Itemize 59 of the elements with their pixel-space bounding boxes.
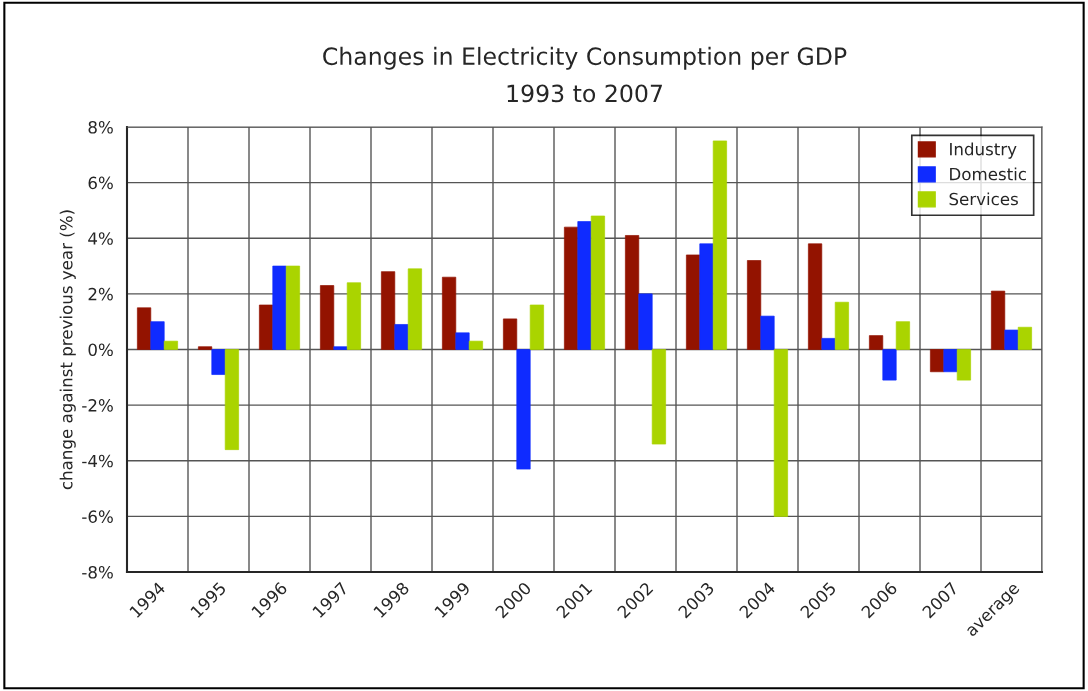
bar	[821, 338, 836, 350]
bar	[320, 285, 335, 350]
bar	[285, 265, 300, 350]
bar	[651, 349, 666, 445]
bar	[455, 332, 470, 350]
bar	[808, 243, 823, 350]
bar	[882, 349, 897, 381]
y-axis-title: change against previous year (%)	[59, 210, 76, 490]
bar	[1017, 326, 1032, 350]
bar	[150, 321, 165, 350]
bar	[834, 301, 849, 350]
bar	[991, 290, 1006, 350]
bar	[773, 349, 788, 517]
bar	[712, 140, 727, 350]
y-tick-label: 8%	[88, 120, 113, 134]
legend-label: Industry	[950, 142, 1017, 159]
legend-label: Domestic	[950, 167, 1026, 181]
bar	[259, 304, 274, 350]
bar	[272, 265, 287, 350]
bar	[590, 215, 605, 350]
bar	[686, 254, 701, 350]
y-tick-label: 0%	[88, 343, 113, 357]
bar	[699, 243, 714, 350]
bar	[224, 349, 239, 450]
bar	[747, 260, 762, 350]
bar	[895, 321, 910, 350]
bar	[930, 349, 945, 373]
y-tick-label: -8%	[82, 565, 113, 579]
bar	[442, 276, 457, 350]
bar	[577, 221, 592, 350]
bar	[381, 271, 396, 350]
bar	[407, 268, 422, 350]
bar	[503, 318, 518, 350]
bar	[564, 226, 579, 350]
y-tick-label: 4%	[88, 232, 113, 245]
y-tick-label: -2%	[82, 399, 113, 412]
bar	[333, 346, 348, 350]
bar	[625, 235, 640, 350]
bar	[346, 282, 361, 350]
bar	[211, 349, 226, 375]
bar	[137, 307, 152, 350]
bar	[1004, 329, 1019, 350]
bar	[163, 340, 178, 350]
bar	[956, 349, 971, 381]
bar	[198, 346, 213, 350]
y-tick-label: -6%	[82, 510, 113, 523]
bar	[638, 293, 653, 350]
bar	[516, 349, 531, 470]
bar	[394, 324, 409, 350]
y-tick-label: 6%	[88, 176, 113, 190]
legend-label: Services	[949, 192, 1018, 206]
bar	[869, 335, 884, 350]
bar	[529, 304, 544, 350]
bar	[943, 349, 958, 373]
bar	[760, 315, 775, 350]
chart-title: Changes in Electricity Consumption per GDP 1993 to 2007	[323, 46, 847, 103]
bar	[468, 340, 483, 350]
y-tick-label: -4%	[82, 454, 113, 468]
y-tick-label: 2%	[88, 287, 113, 301]
